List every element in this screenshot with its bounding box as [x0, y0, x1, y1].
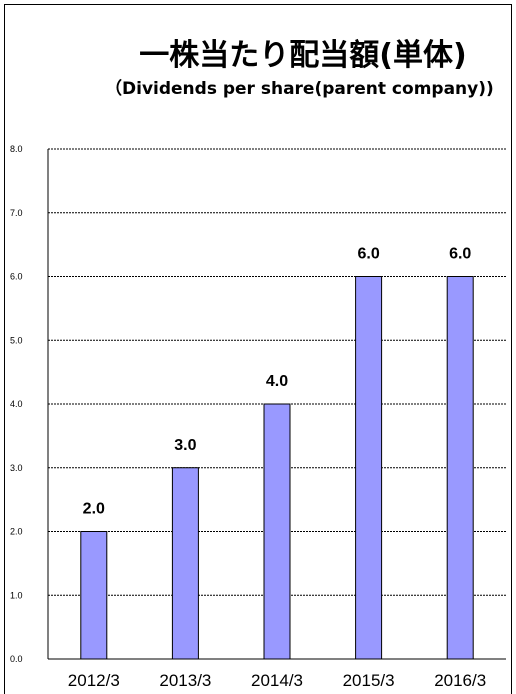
bar [171, 467, 199, 660]
x-tick-label: 2015/3 [343, 671, 395, 690]
y-tick-label: 1.0 [10, 590, 23, 600]
x-tick-label: 2016/3 [434, 671, 486, 690]
y-tick-label: 3.0 [10, 463, 23, 473]
y-tick-label: 2.0 [10, 527, 23, 537]
y-tick-label: 8.0 [10, 144, 23, 154]
bar [446, 276, 474, 660]
x-tick-label: 2013/3 [159, 671, 211, 690]
y-tick-label: 5.0 [10, 335, 23, 345]
x-tick-label: 2012/3 [68, 671, 120, 690]
chart-subtitle: （Dividends per share(parent company)) [105, 79, 494, 99]
y-tick-label: 0.0 [10, 654, 23, 664]
data-label: 6.0 [357, 246, 379, 263]
data-label: 3.0 [174, 437, 196, 454]
chart-title: 一株当たり配当額(単体) [139, 38, 467, 73]
y-tick-label: 7.0 [10, 208, 23, 218]
data-label: 4.0 [266, 373, 288, 390]
x-tick-label: 2014/3 [251, 671, 303, 690]
bar [80, 531, 108, 660]
data-label: 2.0 [83, 501, 105, 518]
bar [355, 276, 383, 660]
y-tick-label: 4.0 [10, 399, 23, 409]
data-label: 6.0 [449, 246, 471, 263]
chart-frame [4, 4, 512, 694]
bar [263, 403, 291, 660]
y-tick-label: 6.0 [10, 272, 23, 282]
